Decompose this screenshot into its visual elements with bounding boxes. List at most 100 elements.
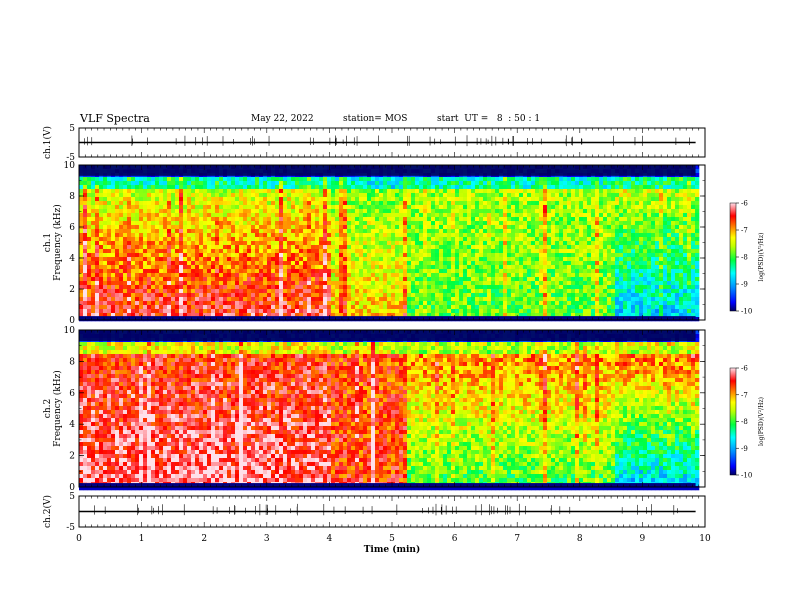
- spectrogram-cell: [551, 221, 556, 226]
- spectrogram-cell: [227, 269, 232, 274]
- spectrogram-cell: [363, 189, 368, 194]
- spectrogram-cell: [151, 189, 156, 194]
- spectrogram-cell: [203, 245, 208, 250]
- spectrogram-cell: [179, 269, 184, 274]
- spectrogram-cell: [135, 209, 140, 214]
- spectrogram-cell: [347, 281, 352, 286]
- spectrogram-cell: [499, 297, 504, 302]
- spectrogram-cell: [503, 245, 508, 250]
- spectrogram-cell: [163, 261, 168, 266]
- spectrogram-cell: [411, 241, 416, 246]
- spectrogram-cell: [235, 293, 240, 298]
- spectrogram-cell: [99, 233, 104, 238]
- spectrogram-cell: [499, 249, 504, 254]
- spectrogram-cell: [351, 201, 356, 206]
- spectrogram-cell: [379, 201, 384, 206]
- spectrogram-cell: [279, 305, 284, 310]
- spectrogram-cell: [119, 293, 124, 298]
- spectrogram-cell: [439, 253, 444, 258]
- spectrogram-cell: [355, 189, 360, 194]
- spectrogram-cell: [147, 313, 152, 318]
- spectrogram-cell: [459, 229, 464, 234]
- spectrogram-cell: [295, 229, 300, 234]
- spectrogram-cell: [551, 197, 556, 202]
- spectrogram-cell: [227, 273, 232, 278]
- spectrogram-cell: [351, 269, 356, 274]
- spectrogram-cell: [371, 293, 376, 298]
- spectrogram-cell: [535, 293, 540, 298]
- spectrogram-cell: [471, 305, 476, 310]
- spectrogram-cell: [327, 217, 332, 222]
- spectrogram-cell: [335, 245, 340, 250]
- spectrogram-cell: [335, 237, 340, 242]
- spectrogram-cell: [411, 313, 416, 318]
- spectrogram-cell: [243, 297, 248, 302]
- spectrogram-cell: [251, 209, 256, 214]
- spectrogram-cell: [123, 233, 128, 238]
- spectrogram-cell: [507, 305, 512, 310]
- spectrogram-cell: [79, 201, 84, 206]
- spectrogram-cell: [199, 225, 204, 230]
- spectrogram-cell: [539, 221, 544, 226]
- spectrogram-cell: [511, 277, 516, 282]
- spectrogram-cell: [119, 241, 124, 246]
- spectrogram-cell: [151, 217, 156, 222]
- spectrogram-cell: [339, 233, 344, 238]
- spectrogram-cell: [375, 181, 380, 186]
- spectrogram-cell: [347, 185, 352, 190]
- spectrogram-cell: [475, 261, 480, 266]
- spectrogram-cell: [123, 309, 128, 314]
- spectrogram-cell: [159, 253, 164, 258]
- spectrogram-cell: [423, 297, 428, 302]
- spectrogram-cell: [291, 177, 296, 182]
- spectrogram-cell: [391, 245, 396, 250]
- spectrogram-cell: [299, 301, 304, 306]
- spectrogram-cell: [379, 289, 384, 294]
- spectrogram-cell: [523, 309, 528, 314]
- spectrogram-cell: [471, 277, 476, 282]
- spectrogram-cell: [427, 217, 432, 222]
- spectrogram-cell: [427, 197, 432, 202]
- spectrogram-cell: [399, 293, 404, 298]
- spectrogram-cell: [347, 189, 352, 194]
- spectrogram-cell: [183, 297, 188, 302]
- spectrogram-cell: [487, 301, 492, 306]
- spectrogram-cell: [411, 209, 416, 214]
- spectrogram-cell: [511, 241, 516, 246]
- spectrogram-cell: [471, 197, 476, 202]
- spectrogram-cell: [395, 313, 400, 318]
- spectrogram-cell: [91, 281, 96, 286]
- spectrogram-cell: [415, 177, 420, 182]
- spectrogram-cell: [235, 193, 240, 198]
- spectrogram-cell: [555, 301, 560, 306]
- spectrogram-cell: [103, 225, 108, 230]
- spectrogram-cell: [543, 277, 548, 282]
- spectrogram-cell: [191, 217, 196, 222]
- spectrogram-cell: [367, 265, 372, 270]
- spectrogram-cell: [123, 237, 128, 242]
- spectrogram-cell: [231, 229, 236, 234]
- spectrogram-cell: [331, 233, 336, 238]
- spectrogram-cell: [159, 281, 164, 286]
- spectrogram-cell: [159, 233, 164, 238]
- spectrogram-cell: [111, 301, 116, 306]
- spectrogram-cell: [79, 265, 84, 270]
- spectrogram-cell: [247, 245, 252, 250]
- spectrogram-cell: [99, 237, 104, 242]
- spectrogram-cell: [247, 281, 252, 286]
- spectrogram-cell: [355, 197, 360, 202]
- spectrogram-cell: [215, 293, 220, 298]
- spectrogram-cell: [547, 309, 552, 314]
- spectrogram-cell: [355, 225, 360, 230]
- spectrogram-cell: [151, 185, 156, 190]
- spectrogram-cell: [343, 297, 348, 302]
- spectrogram-cell: [243, 257, 248, 262]
- spectrogram-cell: [327, 273, 332, 278]
- spectrogram-cell: [315, 297, 320, 302]
- spectrogram-cell: [467, 177, 472, 182]
- spectrogram-cell: [359, 181, 364, 186]
- spectrogram-cell: [159, 229, 164, 234]
- spectrogram-cell: [279, 233, 284, 238]
- spectrogram-cell: [311, 269, 316, 274]
- spectrogram-cell: [487, 193, 492, 198]
